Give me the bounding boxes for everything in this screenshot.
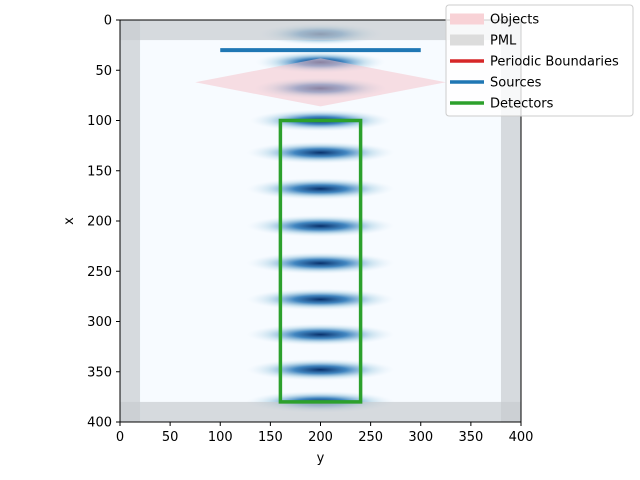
x-tick-label: 250 [358, 430, 383, 445]
field-band [246, 141, 395, 164]
field-band [246, 323, 395, 346]
detector-box [278, 118, 363, 404]
y-tick-label: 200 [87, 215, 112, 230]
object-layer [195, 58, 446, 107]
y-tick-label: 100 [87, 114, 112, 129]
x-tick-label: 50 [162, 430, 179, 445]
field-band [246, 358, 395, 381]
y-tick-label: 400 [87, 416, 112, 431]
x-tick-label: 200 [308, 430, 333, 445]
x-ticks: 0 50 100 150 200 250 300 350 400 [116, 422, 534, 445]
detector-layer [278, 118, 363, 404]
y-tick-label: 300 [87, 315, 112, 330]
legend-box [445, 4, 634, 117]
x-tick-label: 0 [116, 430, 124, 445]
pml-region [120, 20, 141, 422]
legend-label: Detectors [490, 97, 554, 112]
field-band [246, 288, 395, 311]
object-lens [195, 58, 446, 107]
pml-region [120, 20, 521, 41]
x-tick-label: 100 [208, 430, 233, 445]
y-axis-label: x [62, 217, 77, 225]
pml-layer [120, 20, 521, 422]
x-tick-label: 300 [408, 430, 433, 445]
x-tick-label: 400 [509, 430, 534, 445]
legend-entries: Objects PML Periodic Boundaries Sources Dete… [450, 13, 619, 112]
legend-label: Sources [490, 76, 542, 91]
legend-label: Objects [490, 13, 539, 28]
y-tick-label: 250 [87, 265, 112, 280]
legend: Objects PML Periodic Boundaries Sources Dete… [445, 4, 634, 117]
y-tick-label: 150 [87, 164, 112, 179]
legend-label: Periodic Boundaries [490, 55, 619, 70]
y-ticks: 0 50 100 150 200 250 300 350 400 [87, 14, 120, 431]
x-tick-label: 350 [458, 430, 483, 445]
field-band [246, 177, 395, 200]
field-band [246, 252, 395, 275]
x-axis-label: y [317, 451, 325, 466]
y-tick-label: 350 [87, 365, 112, 380]
y-tick-label: 0 [104, 14, 112, 29]
pml-region [120, 401, 521, 422]
x-tick-label: 150 [258, 430, 283, 445]
legend-label: PML [490, 34, 517, 49]
y-tick-label: 50 [95, 64, 112, 79]
field-band [246, 215, 395, 238]
pml-region [500, 20, 521, 422]
